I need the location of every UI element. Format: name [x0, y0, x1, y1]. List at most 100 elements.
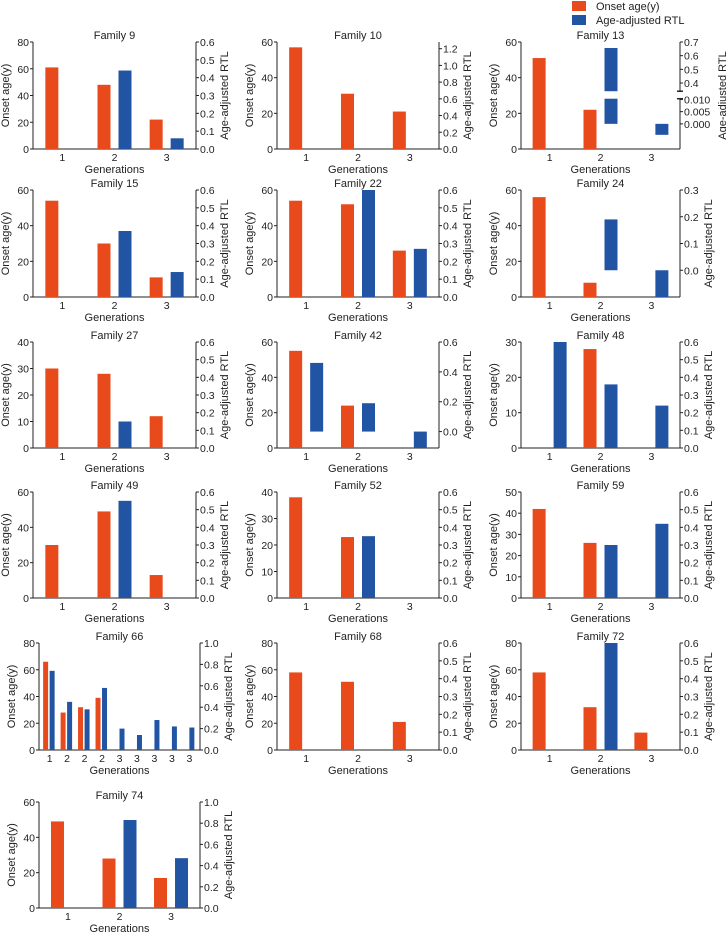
x-tick-label: 1 [303, 300, 309, 312]
rtl-bar [119, 728, 125, 750]
right-axis-label: Age-adjusted RTL [462, 501, 474, 589]
left-tick-label: 60 [23, 797, 35, 809]
right-tick-label: 0.4 [684, 522, 699, 534]
left-tick-label: 10 [505, 408, 517, 420]
x-tick-label: 2 [112, 601, 118, 613]
x-tick-label: 3 [164, 152, 170, 164]
rtl-bar [655, 123, 669, 135]
right-tick-label: 0.5 [684, 355, 699, 367]
x-tick-label: 3 [407, 152, 413, 164]
onset-bar [583, 282, 597, 297]
legend-onset-label: Onset age(y) [596, 1, 660, 13]
right-tick-label: 0.2 [443, 709, 458, 721]
left-tick-label: 60 [505, 665, 517, 677]
onset-bar [149, 416, 163, 448]
left-tick-label: 80 [23, 638, 35, 650]
x-tick-label: 2 [598, 152, 604, 164]
right-tick-label: 0.6 [204, 681, 219, 693]
right-tick-label: 0.1 [200, 274, 215, 286]
left-tick-label: 0 [29, 745, 35, 757]
rtl-bar [604, 98, 618, 124]
left-tick-label: 60 [505, 185, 517, 197]
onset-bar [45, 200, 59, 297]
rtl-bar [362, 190, 375, 297]
left-axis-label: Onset age(y) [488, 363, 500, 427]
chart-title: Family 22 [334, 178, 382, 190]
onset-bar [392, 111, 406, 149]
x-axis-label: Generations [90, 765, 150, 777]
right-axis-label: Age-adjusted RTL [703, 351, 715, 439]
onset-bar [289, 200, 303, 297]
onset-bar [95, 697, 101, 750]
right-tick-label: 0.1 [443, 727, 458, 739]
right-tick-label: 0.2 [200, 256, 215, 268]
left-tick-label: 20 [17, 117, 29, 129]
left-axis-label: Onset age(y) [488, 212, 500, 276]
onset-bar [149, 119, 163, 149]
x-tick-label: 3 [407, 753, 413, 765]
right-tick-label: 0.5 [200, 55, 215, 67]
right-tick-label: 0.5 [684, 64, 699, 76]
onset-bar [583, 109, 597, 149]
onset-bar [43, 661, 49, 750]
onset-bar [532, 58, 546, 149]
x-tick-label: 2 [117, 911, 123, 923]
right-tick-label: 0.1 [200, 126, 215, 138]
onset-bar [532, 508, 546, 598]
rtl-bar [655, 270, 669, 297]
right-tick-label: 0.8 [443, 77, 458, 89]
left-tick-label: 20 [261, 718, 273, 730]
left-tick-label: 40 [505, 692, 517, 704]
left-tick-label: 0 [267, 745, 273, 757]
chart-panel: Family 49 0 20 40 60 0.0 0.1 0.2 0.3 0.4 0.5 0.6 Ons… [0, 480, 231, 625]
x-axis-label: Generations [85, 312, 145, 324]
x-tick-label: 3 [164, 300, 170, 312]
right-tick-label: 0.6 [684, 487, 699, 499]
left-tick-label: 60 [17, 487, 29, 499]
left-tick-label: 40 [505, 221, 517, 233]
chart-panel: Family 22 0 20 40 60 0.0 0.1 0.2 0.3 0.4 0.5 0.6 Ons… [244, 178, 474, 324]
left-tick-label: 40 [17, 337, 29, 349]
left-tick-label: 0 [511, 292, 517, 304]
left-tick-label: 50 [505, 487, 517, 499]
x-axis-label: Generations [571, 613, 631, 625]
x-tick-label: 1 [547, 451, 553, 463]
left-tick-label: 40 [23, 692, 35, 704]
x-tick-label: 3 [648, 300, 654, 312]
right-tick-label: 0.2 [684, 709, 699, 721]
right-tick-label: 0.8 [204, 659, 219, 671]
left-tick-label: 0 [511, 443, 517, 455]
right-tick-label: 0.1 [200, 425, 215, 437]
left-tick-label: 20 [261, 540, 273, 552]
legend-rtl-label: Age-adjusted RTL [596, 15, 684, 27]
right-tick-label: 0.3 [200, 91, 215, 103]
right-axis-label: Age-adjusted RTL [219, 501, 231, 589]
left-axis-label: Onset age(y) [0, 212, 12, 276]
right-tick-label: 0.3 [684, 185, 699, 197]
right-tick-label: 0.0 [200, 292, 215, 304]
x-tick-label: 2 [355, 753, 361, 765]
left-tick-label: 40 [261, 487, 273, 499]
right-tick-label: 0.0 [443, 292, 458, 304]
onset-bar [60, 712, 66, 750]
left-tick-label: 20 [261, 108, 273, 120]
chart-title: Family 24 [577, 178, 625, 190]
rtl-bar [655, 405, 669, 448]
x-tick-label: 2 [355, 300, 361, 312]
rtl-bar [604, 219, 618, 271]
right-tick-label: 0.1 [443, 575, 458, 587]
left-tick-label: 80 [261, 638, 273, 650]
left-tick-label: 60 [17, 64, 29, 76]
left-tick-label: 40 [23, 832, 35, 844]
onset-bar [341, 537, 354, 598]
x-tick-label: 1 [59, 601, 65, 613]
x-tick-label: 1 [59, 152, 65, 164]
right-tick-label: 0.0 [443, 144, 458, 156]
onset-bar [45, 67, 59, 149]
right-tick-label: 0.0 [200, 593, 215, 605]
x-tick-label: 1 [59, 451, 65, 463]
right-tick-label: 0.6 [443, 94, 458, 106]
x-tick-label: 1 [547, 601, 553, 613]
right-tick-label: 0.2 [684, 212, 699, 224]
x-tick-label: 3 [407, 451, 413, 463]
